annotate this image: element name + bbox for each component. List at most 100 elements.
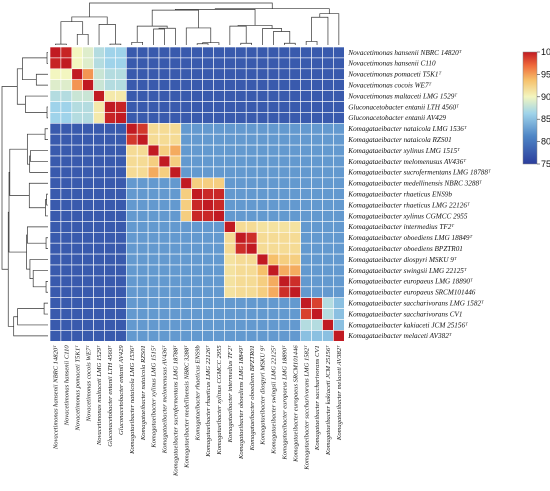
heatmap-cell <box>169 144 182 157</box>
column-label: Komagataeibacter melaceti AV382ᵀ <box>336 345 343 441</box>
heatmap-cell <box>158 242 171 255</box>
dendrogram-branch <box>1 86 18 270</box>
heatmap-cell <box>333 123 345 135</box>
heatmap-cell <box>213 253 225 266</box>
heatmap-cell <box>311 133 323 146</box>
heatmap-cell <box>49 286 62 298</box>
heatmap-cell <box>115 199 127 211</box>
heatmap-cell <box>126 308 138 320</box>
heatmap-cell <box>180 68 193 81</box>
heatmap-cell <box>115 221 127 233</box>
heatmap-cell <box>71 90 84 102</box>
row-label: Komagataeibacter melomenusus AV436ᵀ <box>347 158 466 166</box>
heatmap-cell <box>60 199 73 211</box>
heatmap-cell <box>126 264 138 277</box>
heatmap-cell <box>322 112 334 124</box>
heatmap-cell <box>267 90 280 102</box>
heatmap-cell <box>213 123 225 135</box>
heatmap-cell <box>235 79 247 91</box>
heatmap-cell <box>104 221 116 233</box>
heatmap-cell <box>213 308 225 320</box>
heatmap-cell <box>169 57 182 70</box>
heatmap-cell <box>147 297 160 309</box>
heatmap-cell <box>49 79 62 91</box>
heatmap-cell <box>71 286 84 298</box>
heatmap-cell <box>136 297 149 309</box>
heatmap-cell <box>147 90 160 102</box>
heatmap-cell <box>71 68 84 81</box>
heatmap-cell <box>180 46 193 59</box>
heatmap-cell <box>191 166 203 179</box>
heatmap-cell <box>147 133 160 146</box>
row-label: Novacetimonas pomaceti T5K1ᵀ <box>347 71 441 79</box>
heatmap-cell <box>322 166 334 179</box>
heatmap-cell <box>202 57 214 70</box>
heatmap-cell <box>333 275 345 288</box>
heatmap-cell <box>147 166 160 179</box>
heatmap-cell <box>104 155 116 168</box>
heatmap-cell <box>300 188 312 200</box>
heatmap-cell <box>104 264 116 277</box>
heatmap-cell <box>289 68 301 81</box>
heatmap-cell <box>289 210 301 222</box>
heatmap-cell <box>202 275 214 288</box>
heatmap-cell <box>311 319 323 331</box>
heatmap-cell <box>300 133 312 146</box>
heatmap-cell <box>213 57 225 70</box>
heatmap-cell <box>311 330 323 342</box>
heatmap-cell <box>333 133 345 146</box>
colorbar-tick-label: 75 <box>541 159 550 169</box>
heatmap-cell <box>202 177 214 190</box>
heatmap-cell <box>115 144 127 157</box>
heatmap-cell <box>322 133 334 146</box>
dendrogram-branch <box>196 43 209 45</box>
heatmap-cell <box>235 57 247 70</box>
dendrogram-branch <box>26 226 48 244</box>
heatmap-cell <box>245 155 258 168</box>
heatmap-cell <box>256 221 269 233</box>
heatmap-cell <box>60 79 73 91</box>
heatmap-cell <box>322 57 334 70</box>
heatmap-cell <box>49 199 62 211</box>
heatmap-cell <box>278 199 291 211</box>
heatmap-cell <box>71 46 84 59</box>
heatmap-cell <box>158 308 171 320</box>
heatmap-cell <box>311 177 323 190</box>
dendrogram-branch <box>71 16 108 25</box>
heatmap-cell <box>136 101 149 113</box>
heatmap-cell <box>213 177 225 190</box>
heatmap-cell <box>213 319 225 331</box>
row-label: Komagataeibacter melaceti AV382ᵀ <box>347 332 452 340</box>
heatmap-cell <box>180 275 193 288</box>
heatmap-cell <box>300 297 312 309</box>
heatmap-cell <box>49 133 62 146</box>
heatmap-cell <box>136 308 149 320</box>
heatmap-cell <box>147 199 160 211</box>
heatmap-cell <box>278 232 291 244</box>
heatmap-cell <box>289 177 301 190</box>
heatmap-cell <box>300 177 312 190</box>
heatmap-cell <box>202 253 214 266</box>
heatmap-cell <box>49 319 62 331</box>
heatmap-cell <box>224 297 236 309</box>
heatmap-cell <box>300 112 312 124</box>
heatmap-cell <box>235 112 247 124</box>
heatmap-cell <box>300 155 312 168</box>
heatmap-cell <box>71 177 84 190</box>
dendrogram-branch <box>8 172 27 253</box>
heatmap-cell <box>191 253 203 266</box>
heatmap-cell <box>322 275 334 288</box>
heatmap-cell <box>333 144 345 157</box>
heatmap-cell <box>311 155 323 168</box>
heatmap-cell <box>202 319 214 331</box>
heatmap-cell <box>289 242 301 255</box>
heatmap-cell <box>202 232 214 244</box>
heatmap-cell <box>136 242 149 255</box>
heatmap-cell <box>224 210 236 222</box>
heatmap-cell <box>93 123 105 135</box>
heatmap-cell <box>158 253 171 266</box>
heatmap-cell <box>202 264 214 277</box>
column-label: Komagataeibacter sucrofermentans LMG 187… <box>173 345 180 477</box>
colorbar-tick-label: 80 <box>541 137 550 147</box>
dendrogram-branch <box>273 31 291 45</box>
